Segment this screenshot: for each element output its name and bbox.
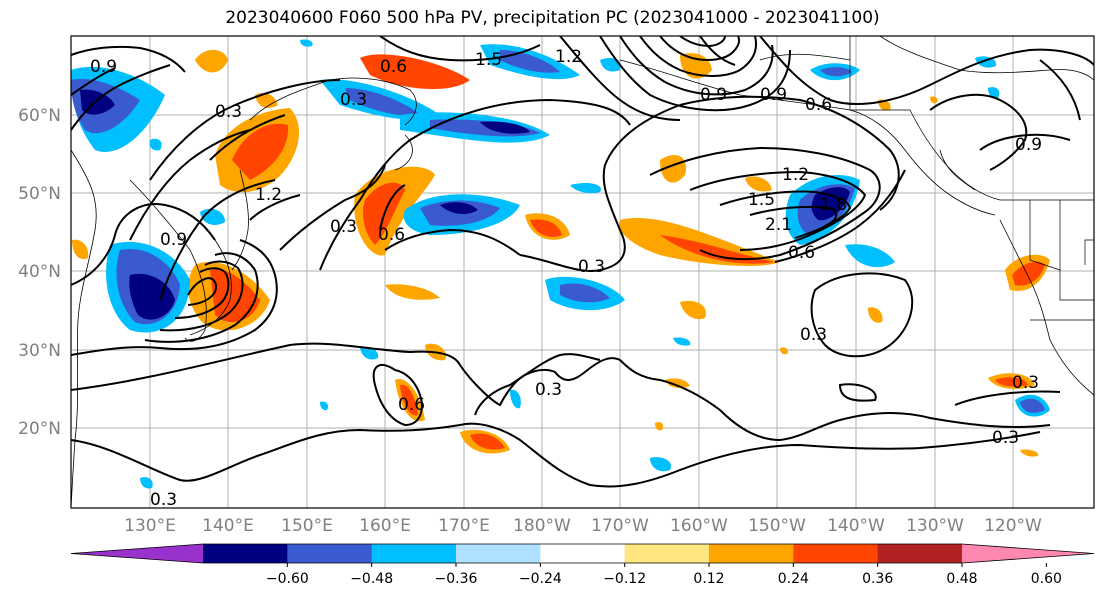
colorbar-segment	[203, 544, 288, 563]
colorbar-tick-label: 0.12	[693, 571, 724, 587]
colorbar-tick-label: −0.24	[519, 571, 562, 587]
svg-text:0.3: 0.3	[340, 90, 367, 110]
svg-text:0.9: 0.9	[90, 57, 117, 77]
colorbar-segment	[371, 544, 457, 563]
longitude-label: 160°W	[670, 516, 728, 536]
svg-text:1.5: 1.5	[748, 190, 775, 210]
svg-text:0.6: 0.6	[378, 225, 405, 245]
svg-text:1.2: 1.2	[255, 185, 282, 205]
colorbar-tick-label: −0.36	[435, 571, 478, 587]
colorbar-segment	[624, 544, 710, 563]
colorbar-tick-label: 0.24	[778, 571, 809, 587]
longitude-label: 170°W	[591, 516, 649, 536]
latitude-label: 30°N	[18, 341, 61, 361]
colorbar-segment	[793, 544, 879, 563]
latitude-labels: 60°N 50°N 40°N 30°N 20°N	[18, 106, 61, 439]
svg-text:0.3: 0.3	[535, 380, 562, 400]
svg-text:1.2: 1.2	[782, 165, 809, 185]
colorbar-tick-label: −0.12	[603, 571, 646, 587]
latitude-label: 60°N	[18, 106, 61, 126]
colorbar-tick-label: −0.60	[266, 571, 309, 587]
svg-text:0.6: 0.6	[380, 57, 407, 77]
colorbar-segment	[540, 544, 626, 563]
svg-text:1.8: 1.8	[820, 195, 847, 215]
colorbar-segment	[287, 544, 373, 563]
svg-text:0.9: 0.9	[1015, 135, 1042, 155]
colorbar-extend-high	[962, 544, 1094, 563]
svg-text:0.3: 0.3	[578, 257, 605, 277]
longitude-label: 150°E	[281, 516, 333, 536]
longitude-label: 140°E	[202, 516, 254, 536]
svg-text:0.6: 0.6	[805, 95, 832, 115]
latitude-label: 20°N	[18, 419, 61, 439]
svg-text:0.3: 0.3	[150, 490, 177, 510]
colorbar-tick-label: −0.48	[350, 571, 393, 587]
svg-text:0.3: 0.3	[992, 428, 1019, 448]
colorbar: −0.60 −0.48 −0.36 −0.24 −0.12 0.12 0.24 0.36 0.4…	[70, 543, 1095, 587]
svg-text:0.6: 0.6	[788, 243, 815, 263]
longitude-label: 130°W	[906, 516, 964, 536]
colorbar-extend-low	[71, 544, 203, 563]
svg-text:0.9: 0.9	[160, 230, 187, 250]
colorbar-segment	[709, 544, 794, 563]
svg-text:0.3: 0.3	[1012, 373, 1039, 393]
svg-text:0.9: 0.9	[760, 85, 787, 105]
latitude-label: 50°N	[18, 184, 61, 204]
precip-anomaly-fill	[71, 39, 1050, 489]
longitude-label: 180°W	[513, 516, 571, 536]
pv-contours	[71, 36, 1094, 488]
svg-text:0.6: 0.6	[398, 395, 425, 415]
longitude-label: 120°W	[984, 516, 1042, 536]
colorbar-tick-label: 0.36	[862, 571, 893, 587]
colorbar-tick-label: 0.48	[946, 571, 977, 587]
map-frame	[70, 35, 1095, 509]
svg-text:0.3: 0.3	[330, 217, 357, 237]
colorbar-segment	[456, 544, 541, 563]
political-borders	[849, 36, 1094, 321]
longitude-label: 140°W	[827, 516, 885, 536]
contour-labels: 0.9 0.3 1.2 0.9 0.6 0.3 0.6 0.3 1.5 1.2 …	[90, 47, 1042, 510]
coastlines	[71, 36, 1094, 508]
map-title: 2023040600 F060 500 hPa PV, precipitatio…	[225, 8, 880, 28]
svg-text:1.2: 1.2	[555, 47, 582, 67]
longitude-labels: 130°E 140°E 150°E 160°E 170°E 180°W 170°W 160°W…	[124, 516, 1042, 536]
svg-text:2.1: 2.1	[765, 215, 792, 235]
svg-text:0.3: 0.3	[800, 325, 827, 345]
colorbar-tick-label: 0.60	[1031, 571, 1062, 587]
longitude-label: 130°E	[124, 516, 176, 536]
colorbar-segment	[877, 544, 963, 563]
longitude-label: 150°W	[748, 516, 806, 536]
longitude-label: 160°E	[359, 516, 411, 536]
latitude-label: 40°N	[18, 262, 61, 282]
svg-text:0.3: 0.3	[215, 102, 242, 122]
longitude-label: 170°E	[438, 516, 490, 536]
svg-text:0.9: 0.9	[700, 85, 727, 105]
svg-text:1.5: 1.5	[475, 50, 502, 70]
